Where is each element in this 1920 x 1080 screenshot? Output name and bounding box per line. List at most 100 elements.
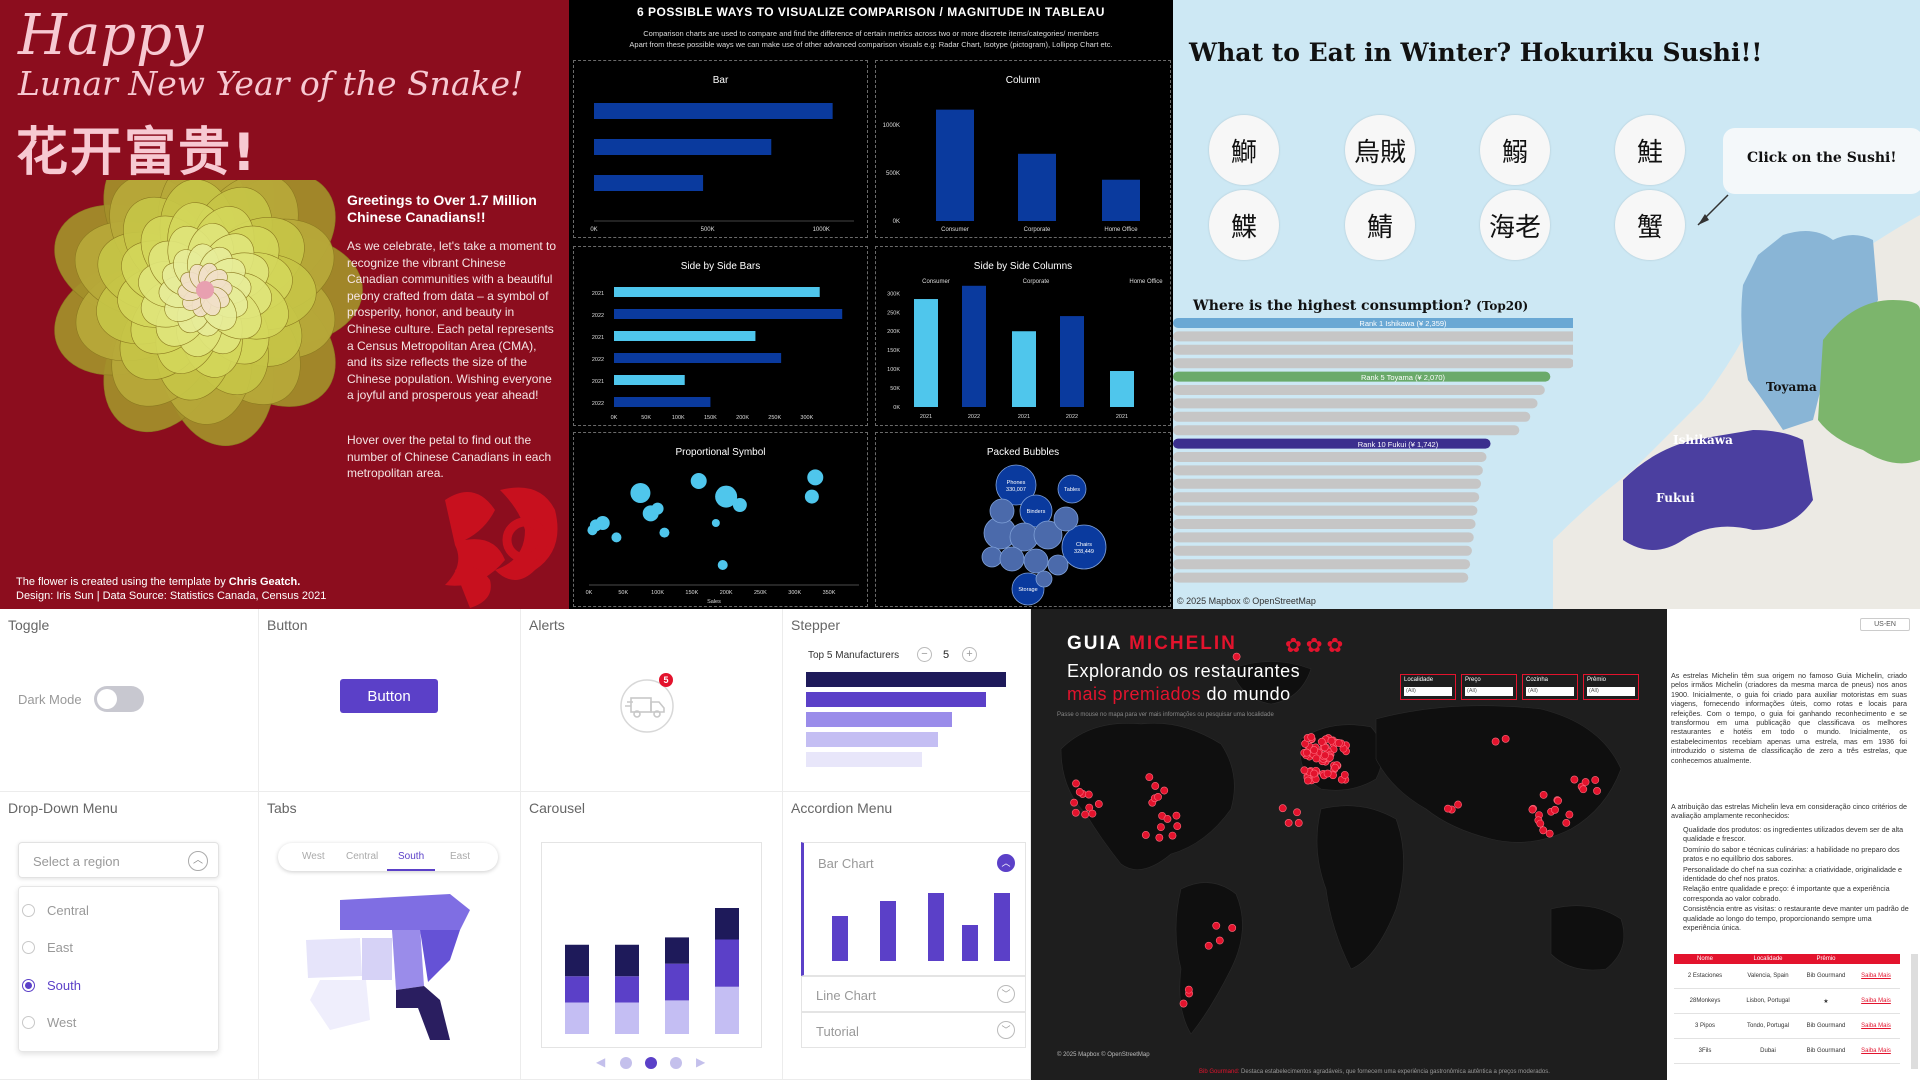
filter-cozinha[interactable]: Cozinha (All) <box>1522 674 1578 700</box>
bar <box>594 103 833 119</box>
toyama-label: Toyama <box>1766 380 1817 394</box>
proportional-cell: Proportional Symbol 0K 50K 100K 150K 200K 250… <box>573 432 868 607</box>
restaurant-marker <box>1317 737 1326 746</box>
tab-central[interactable]: Central <box>346 851 379 862</box>
filter-localidade[interactable]: Localidade (All) <box>1400 674 1456 700</box>
sushi-mackerel-button[interactable]: 鯖 <box>1345 190 1415 260</box>
restaurant-marker <box>1323 769 1332 778</box>
saiba-mais-link[interactable]: Saiba Mais <box>1861 998 1891 1004</box>
hokuriku-map[interactable] <box>1173 0 1920 609</box>
filter-premio[interactable]: Prêmio (All) <box>1583 674 1639 700</box>
restaurant-marker <box>1184 985 1193 994</box>
carousel-dot-2[interactable] <box>645 1057 657 1069</box>
restaurant-marker <box>1444 804 1452 813</box>
dropdown-option-east[interactable]: East <box>22 940 73 955</box>
category-label: 2021 <box>920 414 932 420</box>
demo-button[interactable]: Button <box>340 679 438 713</box>
proportional-symbol-chart[interactable]: 0K 50K 100K 150K 200K 250K 300K 350K Sales <box>574 433 869 608</box>
restaurant-marker <box>1284 819 1293 827</box>
sushi-crab-button[interactable]: 蟹 <box>1615 190 1685 260</box>
accordion-bar-chart-title: Bar Chart <box>818 856 874 871</box>
restaurant-marker <box>1565 810 1574 819</box>
restaurant-marker <box>1215 936 1224 945</box>
bar <box>614 353 782 363</box>
bar <box>614 375 685 385</box>
fu-character-icon <box>445 487 558 608</box>
restaurant-marker <box>1536 819 1545 828</box>
restaurant-marker <box>1157 823 1165 832</box>
category-label: 2021 <box>1018 414 1030 420</box>
world-map[interactable] <box>1031 609 1667 1080</box>
stepper-minus-button[interactable]: − <box>917 647 932 662</box>
ranking-bar <box>1173 331 1573 342</box>
restaurant-marker <box>1293 808 1301 817</box>
saiba-mais-link[interactable]: Saiba Mais <box>1861 973 1891 979</box>
stacked-segment <box>715 908 739 940</box>
dropdown-option-south[interactable]: South <box>22 978 81 993</box>
chevron-down-icon[interactable]: ﹀ <box>997 1021 1015 1039</box>
carousel-prev-icon[interactable]: ◀ <box>596 1055 606 1069</box>
side-columns-title: Side by Side Columns <box>973 261 1073 272</box>
language-toggle[interactable]: US-EN <box>1860 618 1910 631</box>
consumption-ranking-chart[interactable]: Rank 1 Ishikawa (¥ 2,359) Rank 5 Toyama (… <box>1173 318 1573 598</box>
carousel-dot-3[interactable] <box>670 1057 682 1069</box>
restaurant-marker <box>1454 800 1462 809</box>
stacked-segment <box>715 986 739 1034</box>
restaurant-marker <box>1088 809 1097 818</box>
tick-label: 50K <box>890 386 900 392</box>
point <box>732 498 747 512</box>
dropdown-option-west[interactable]: West <box>22 1015 76 1030</box>
side-by-side-columns-chart[interactable]: 2021 2022 2021 2022 2021 Consumer Corporate Hom… <box>876 247 1172 427</box>
stepper-bar <box>806 732 938 747</box>
tab-south[interactable]: South <box>398 851 425 862</box>
filter-preco[interactable]: Preço (All) <box>1461 674 1517 700</box>
accordion-bar <box>832 916 848 961</box>
restaurant-marker <box>1154 793 1162 801</box>
dropdown-option-central[interactable]: Central <box>22 903 89 918</box>
chevron-up-icon[interactable]: ︿ <box>188 851 208 871</box>
column <box>914 299 938 407</box>
restaurant-marker <box>1163 815 1172 823</box>
dark-mode-toggle[interactable] <box>94 686 144 712</box>
category-label: 2022 <box>968 414 980 420</box>
sushi-title: What to Eat in Winter? Hokuriku Sushi!! <box>1189 38 1763 67</box>
dark-mode-label: Dark Mode <box>18 692 82 707</box>
category-label: 2022 <box>1066 414 1078 420</box>
sushi-flounder-button[interactable]: 鰈 <box>1209 190 1279 260</box>
tab-west[interactable]: West <box>302 851 325 862</box>
stepper-plus-button[interactable]: + <box>962 647 977 662</box>
tab-east[interactable]: East <box>450 851 471 862</box>
accordion-item-line-chart[interactable]: Line Chart ﹀ <box>801 976 1026 1012</box>
peony-flower[interactable] <box>0 180 420 480</box>
sushi-sardine-button[interactable]: 鰯 <box>1480 115 1550 185</box>
carousel-next-icon[interactable]: ▶ <box>696 1055 706 1069</box>
chevron-down-icon[interactable]: ﹀ <box>997 985 1015 1003</box>
carousel-stacked-chart[interactable] <box>541 842 762 1048</box>
restaurant-marker <box>1084 790 1093 799</box>
sushi-yellowtail-button[interactable]: 鰤 <box>1209 115 1279 185</box>
accordion-cell: Accordion Menu <box>783 792 1031 1080</box>
template-credit: The flower is created using the template… <box>16 576 301 588</box>
saiba-mais-link[interactable]: Saiba Mais <box>1861 1023 1891 1029</box>
restaurant-marker <box>1593 787 1601 795</box>
greeting-body: As we celebrate, let's take a moment to … <box>347 239 557 403</box>
accordion-item-tutorial[interactable]: Tutorial ﹀ <box>801 1012 1026 1048</box>
bubble <box>981 546 1003 568</box>
carousel-dot-1[interactable] <box>620 1057 632 1069</box>
sushi-shrimp-button[interactable]: 海老 <box>1480 190 1550 260</box>
sushi-salmon-button[interactable]: 鮭 <box>1615 115 1685 185</box>
comparison-description: Comparison charts are used to compare an… <box>643 29 1099 38</box>
saiba-mais-link[interactable]: Saiba Mais <box>1861 1048 1891 1054</box>
restaurant-marker <box>1304 776 1312 785</box>
side-by-side-bars-chart[interactable]: 2021 2022 2021 2022 2021 2022 0K 50K 100K 150K 200… <box>574 247 869 427</box>
south-region-map[interactable] <box>300 890 480 1050</box>
column-chart[interactable]: Consumer Corporate Home Office 0K 500K 1000K <box>876 61 1172 239</box>
sushi-squid-button[interactable]: 烏賊 <box>1345 115 1415 185</box>
accordion-item-bar-chart[interactable]: Bar Chart ︿ <box>801 842 1026 976</box>
region-dropdown[interactable]: Select a region ︿ <box>18 842 219 878</box>
bar-chart[interactable]: 0K 500K 1000K <box>574 61 869 239</box>
chevron-up-icon[interactable]: ︿ <box>997 854 1015 872</box>
alert-truck-icon[interactable]: 5 <box>619 672 679 734</box>
table-scrollbar[interactable] <box>1911 954 1918 1069</box>
